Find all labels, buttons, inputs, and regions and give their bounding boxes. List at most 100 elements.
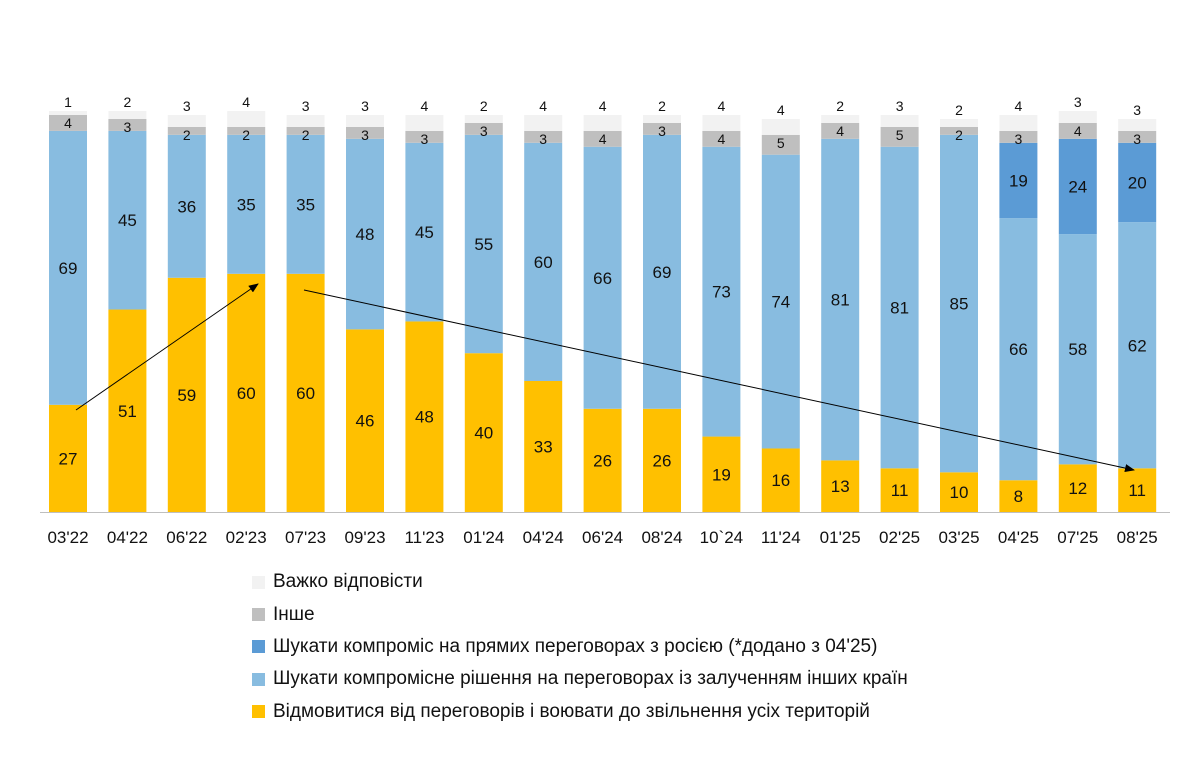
bar-segment: [286, 134, 325, 274]
legend-label: Шукати компромісне рішення на переговора…: [273, 668, 908, 690]
data-label: 19: [712, 465, 731, 484]
data-label: 3: [539, 131, 547, 147]
bar-segment: [583, 130, 622, 147]
data-label: 60: [296, 384, 315, 403]
data-label: 3: [361, 127, 369, 143]
data-label: 45: [118, 211, 137, 230]
bar-segment: [49, 115, 87, 131]
x-tick-label: 08'24: [641, 528, 682, 547]
legend-label: Важко відповісти: [273, 571, 423, 593]
bar-segment: [583, 115, 622, 131]
x-tick-label: 02'23: [226, 528, 267, 547]
data-label: 4: [836, 123, 844, 139]
bar-segment: [1118, 130, 1157, 143]
bar-segment: [108, 118, 147, 131]
data-label: 4: [539, 98, 547, 114]
x-tick-label: 01'25: [820, 528, 861, 547]
data-label: 46: [356, 412, 375, 431]
bar-segment: [880, 126, 919, 147]
data-label: 4: [242, 94, 250, 110]
bar-segment: [880, 115, 919, 127]
bar-segment: [524, 130, 563, 143]
bar-segment: [167, 126, 206, 135]
bar-segment: [346, 329, 384, 512]
bar-segment: [464, 134, 503, 354]
data-label: 60: [237, 384, 256, 403]
bar-segment: [49, 111, 87, 115]
bar-segment: [761, 448, 800, 512]
bar-segment: [999, 218, 1038, 481]
data-label: 2: [183, 127, 191, 143]
data-label: 48: [356, 225, 375, 244]
bar-segment: [346, 115, 384, 127]
data-label: 3: [1133, 131, 1141, 147]
data-label: 2: [955, 102, 963, 118]
bar-segment: [643, 134, 681, 409]
data-label: 3: [421, 131, 429, 147]
data-label: 16: [771, 471, 790, 490]
bar-segment: [1118, 142, 1157, 223]
legend-swatch: [252, 672, 265, 686]
data-label: 58: [1068, 340, 1087, 359]
bar-segment: [940, 472, 978, 512]
bar-segment: [286, 115, 325, 127]
bar-segment: [405, 130, 444, 143]
data-label: 35: [237, 195, 256, 214]
bar-segment: [643, 115, 681, 123]
legend-label: Інше: [273, 603, 315, 625]
bar-segment: [405, 142, 444, 322]
x-tick-label: 07'25: [1057, 528, 1098, 547]
bar-segment: [49, 130, 87, 405]
data-label: 2: [658, 98, 666, 114]
data-label: 62: [1128, 336, 1147, 355]
data-label: 3: [480, 123, 488, 139]
legend-swatch: [252, 705, 265, 719]
legend-item: Відмовитися від переговорів і воювати до…: [252, 696, 908, 728]
data-label: 3: [1074, 94, 1082, 110]
bar-segment: [1058, 111, 1097, 123]
data-label: 51: [118, 402, 137, 421]
bar-segment: [583, 146, 622, 409]
bar-segment: [227, 134, 266, 274]
bar-segment: [761, 154, 800, 449]
bar-segment: [583, 408, 622, 512]
data-label: 69: [653, 263, 672, 282]
bar-segment: [999, 480, 1038, 512]
data-label: 4: [1074, 123, 1082, 139]
data-label: 2: [302, 127, 310, 143]
bar-segment: [1058, 122, 1097, 139]
data-label: 27: [59, 449, 78, 468]
bar-segment: [405, 321, 444, 512]
data-label: 3: [658, 123, 666, 139]
data-label: 2: [955, 127, 963, 143]
bar-segment: [999, 115, 1038, 131]
bar-segment: [405, 115, 444, 131]
bar-segment: [940, 126, 978, 135]
data-label: 5: [777, 135, 785, 151]
bar-segment: [108, 309, 147, 512]
data-label: 36: [177, 197, 196, 216]
data-label: 40: [474, 424, 493, 443]
bar-segment: [108, 111, 147, 119]
data-label: 12: [1068, 479, 1087, 498]
data-label: 4: [718, 98, 726, 114]
x-tick-label: 01'24: [463, 528, 504, 547]
data-label: 59: [177, 386, 196, 405]
data-label: 60: [534, 253, 553, 272]
bar-segment: [761, 118, 800, 135]
x-tick-label: 03'25: [938, 528, 979, 547]
x-tick-label: 03'22: [47, 528, 88, 547]
x-tick-label: 04'24: [523, 528, 564, 547]
x-tick-label: 06'22: [166, 528, 207, 547]
data-label: 1: [64, 94, 72, 110]
x-tick-label: 10`24: [700, 528, 743, 547]
bar-segment: [464, 353, 503, 512]
x-tick-label: 11'24: [761, 528, 801, 547]
data-label: 2: [242, 127, 250, 143]
data-label: 85: [950, 295, 969, 314]
x-tick-label: 06'24: [582, 528, 623, 547]
data-label: 35: [296, 195, 315, 214]
bar-segment: [1118, 118, 1157, 131]
bar-segment: [49, 404, 87, 512]
